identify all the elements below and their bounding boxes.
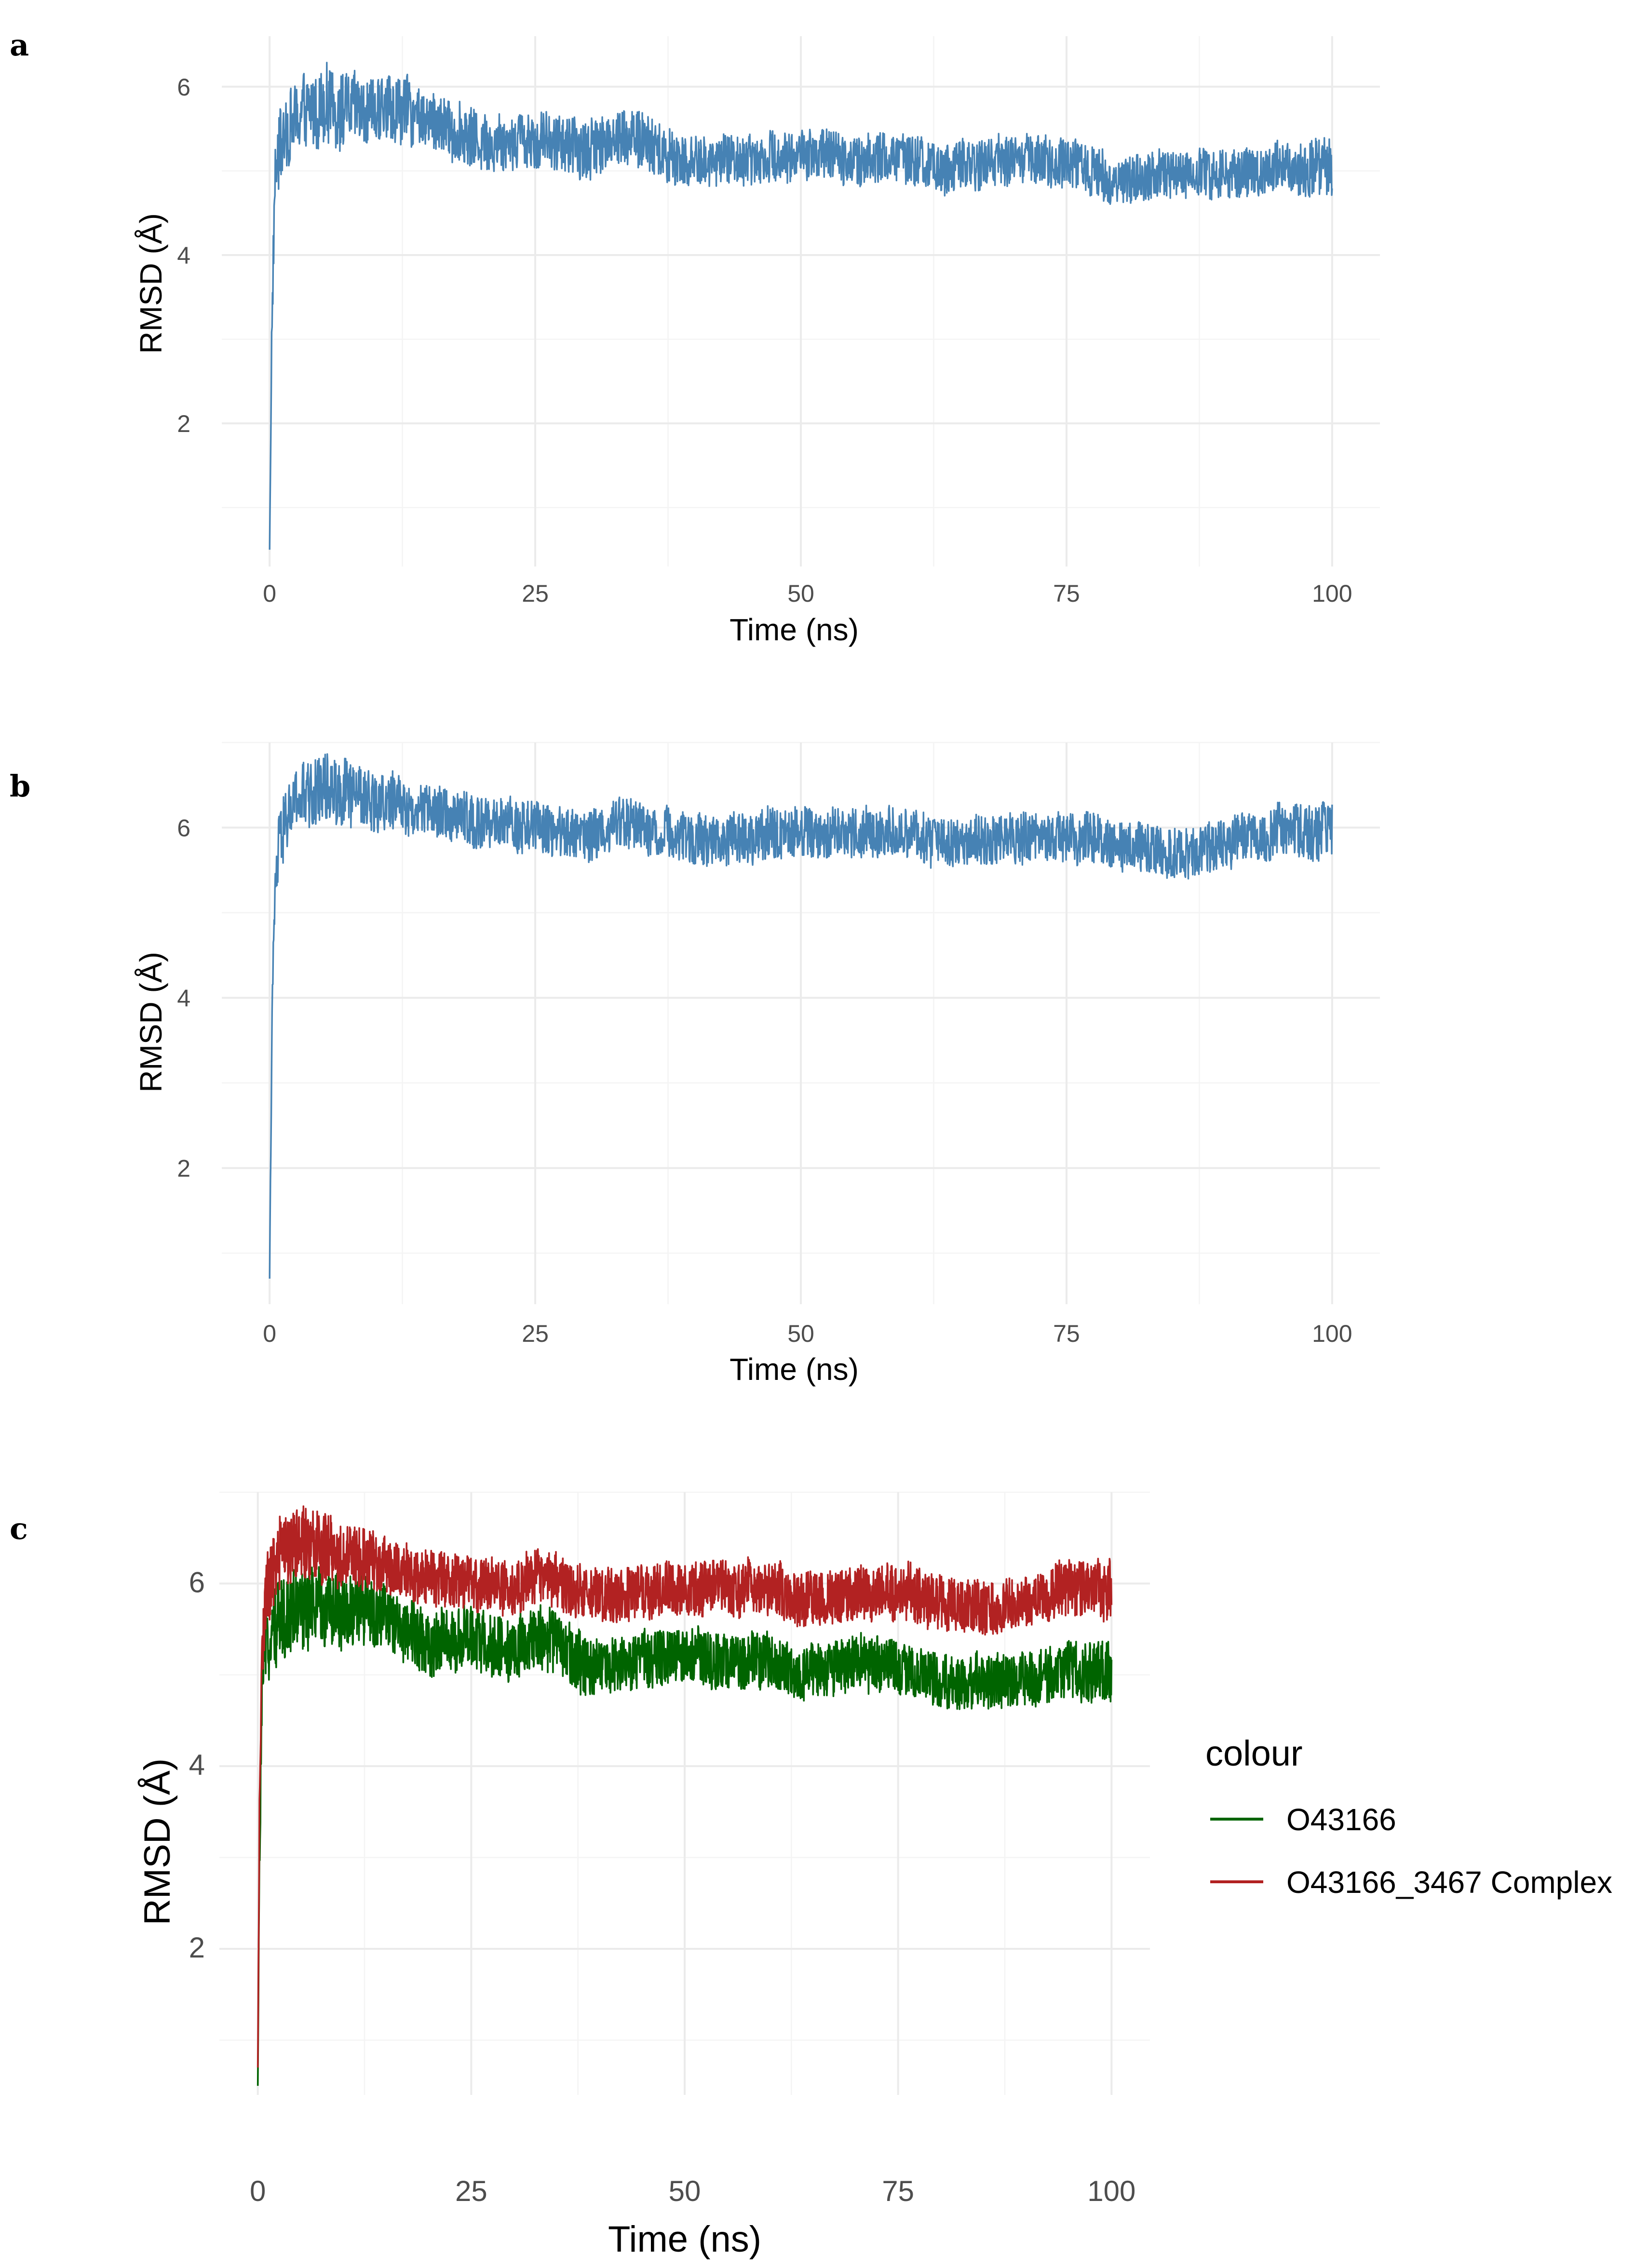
- panel-a-letter: a: [10, 27, 29, 63]
- y-tick-label: 2: [177, 410, 190, 437]
- x-tick-label: 0: [263, 1320, 276, 1347]
- series-o43166-3467-complex: [257, 1505, 1113, 2068]
- panel-a-grid: [222, 36, 1380, 567]
- x-tick-label: 100: [1312, 580, 1352, 607]
- legend-label-o43166: O43166: [1286, 1802, 1396, 1837]
- panel-b-x-ticks: 0 25 50 75 100: [263, 1320, 1352, 1347]
- x-tick-label: 25: [522, 1320, 549, 1347]
- panel-b-y-ticks: 2 4 6: [177, 815, 190, 1182]
- x-tick-label: 0: [250, 2175, 266, 2207]
- x-tick-label: 100: [1312, 1320, 1352, 1347]
- panel-c-letter: c: [10, 1511, 28, 1546]
- x-tick-label: 50: [669, 2175, 701, 2207]
- x-tick-label: 50: [787, 580, 814, 607]
- panel-b: b 2 4 6 0 25 50 75 100 Time (ns) RMSD (Å): [10, 742, 1380, 1387]
- legend-title: colour: [1205, 1733, 1303, 1773]
- panel-c: c 2 4 6 0 25 50 75 100 Time (ns) RMSD (Å) colo…: [10, 1491, 1612, 2260]
- legend: colour O43166 O43166_3467 Complex: [1205, 1733, 1612, 1900]
- x-tick-label: 75: [1053, 1320, 1080, 1347]
- legend-label-o43166-3467-complex: O43166_3467 Complex: [1286, 1865, 1612, 1900]
- panel-b-letter: b: [10, 769, 30, 804]
- x-tick-label: 50: [787, 1320, 814, 1347]
- y-tick-label: 4: [189, 1749, 205, 1781]
- y-tick-label: 6: [177, 815, 190, 842]
- x-tick-label: 25: [455, 2175, 487, 2207]
- panel-b-series: [269, 753, 1333, 1279]
- x-tick-label: 0: [263, 580, 276, 607]
- series-o43166: [257, 1566, 1113, 2086]
- panel-b-x-axis-title: Time (ns): [730, 1352, 859, 1387]
- panel-c-series: [257, 1505, 1113, 2086]
- panel-c-x-axis-title: Time (ns): [608, 2219, 761, 2260]
- panel-c-y-axis-title: RMSD (Å): [137, 1758, 178, 1925]
- panel-a-x-axis-title: Time (ns): [730, 612, 859, 647]
- panel-c-y-ticks: 2 4 6: [189, 1566, 205, 1964]
- y-tick-label: 2: [177, 1155, 190, 1182]
- panel-a: a 2 4 6 0 25 50 75 100 Time (ns) RMSD (Å): [10, 27, 1380, 647]
- x-tick-label: 75: [1053, 580, 1080, 607]
- panel-b-y-axis-title: RMSD (Å): [134, 952, 168, 1093]
- y-tick-label: 6: [189, 1566, 205, 1598]
- x-tick-label: 75: [882, 2175, 914, 2207]
- y-tick-label: 6: [177, 74, 190, 101]
- panel-a-series: [269, 62, 1333, 550]
- x-tick-label: 100: [1087, 2175, 1135, 2207]
- panel-c-x-ticks: 0 25 50 75 100: [250, 2175, 1135, 2207]
- series-rmsd: [269, 62, 1333, 550]
- panel-a-y-axis-title: RMSD (Å): [134, 213, 168, 354]
- y-tick-label: 2: [189, 1931, 205, 1964]
- y-tick-label: 4: [177, 985, 190, 1012]
- x-tick-label: 25: [522, 580, 549, 607]
- panel-a-y-ticks: 2 4 6: [177, 74, 190, 437]
- panel-a-x-ticks: 0 25 50 75 100: [263, 580, 1352, 607]
- series-rmsd: [269, 753, 1333, 1279]
- y-tick-label: 4: [177, 242, 190, 269]
